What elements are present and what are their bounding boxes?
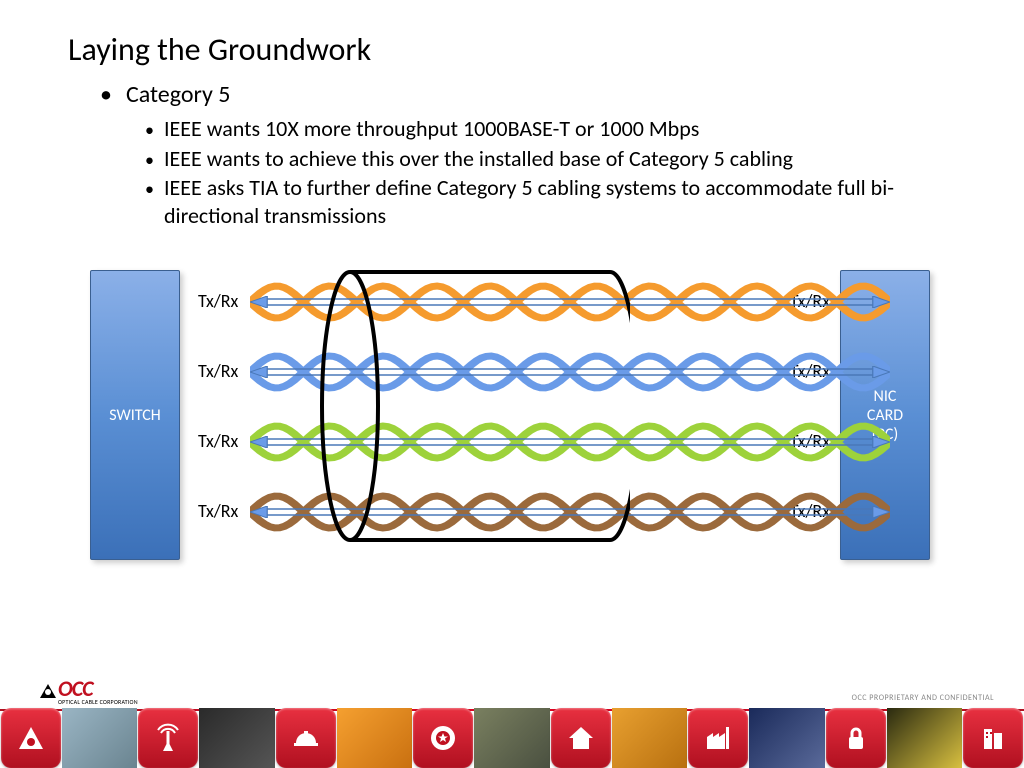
- wire-pair-1: Tx/RxTx/Rx: [190, 352, 830, 392]
- slide-footer: OCC OPTICAL CABLE CORPORATION OCC PROPRI…: [0, 673, 1024, 768]
- footer-photo-tile: [62, 708, 137, 768]
- bidirectional-arrow-icon: [250, 366, 890, 378]
- footer-photo-tile: [612, 708, 687, 768]
- slide-title: Laying the Groundwork: [68, 30, 371, 69]
- triangle-icon: [1, 708, 61, 768]
- cable-diagram: SWITCH NIC CARD (PC) Tx/RxTx/RxTx/RxTx/R…: [90, 270, 930, 560]
- antenna-icon: [138, 708, 198, 768]
- footer-photo-tile: [474, 708, 549, 768]
- hardhat-icon: [276, 708, 336, 768]
- bidirectional-arrow-icon: [250, 506, 890, 518]
- footer-photo-tile: [887, 708, 962, 768]
- wire-pair-0: Tx/RxTx/Rx: [190, 282, 830, 322]
- bullet-l1-text: Category 5: [126, 80, 231, 109]
- occ-logo: OCC OPTICAL CABLE CORPORATION: [40, 675, 138, 706]
- switch-box: SWITCH: [90, 270, 180, 560]
- txrx-label-left: Tx/Rx: [198, 360, 238, 382]
- txrx-label-left: Tx/Rx: [198, 430, 238, 452]
- factory-icon: [688, 708, 748, 768]
- switch-label: SWITCH: [109, 406, 160, 425]
- house-icon: [551, 708, 611, 768]
- bullet-l2-text: IEEE wants to achieve this over the inst…: [164, 145, 793, 173]
- footer-photo-tile: [199, 708, 274, 768]
- confidential-text: OCC PROPRIETARY AND CONFIDENTIAL: [852, 693, 994, 703]
- txrx-label-left: Tx/Rx: [198, 500, 238, 522]
- wire-pair-2: Tx/RxTx/Rx: [190, 422, 830, 462]
- footer-photo-tile: [749, 708, 824, 768]
- bidirectional-arrow-icon: [250, 436, 890, 448]
- bullet-l2-text: IEEE asks TIA to further define Category…: [164, 174, 945, 229]
- bullet-l2-text: IEEE wants 10X more throughput 1000BASE-…: [164, 115, 699, 143]
- bullet-level1: Category 5: [100, 80, 230, 109]
- bullet-level2-list: IEEE wants 10X more throughput 1000BASE-…: [145, 115, 945, 231]
- bidirectional-arrow-icon: [250, 296, 890, 308]
- building-icon: [963, 708, 1023, 768]
- txrx-label-left: Tx/Rx: [198, 290, 238, 312]
- footer-photo-tile: [337, 708, 412, 768]
- lock-icon: [826, 708, 886, 768]
- wire-pairs: Tx/RxTx/RxTx/RxTx/RxTx/RxTx/RxTx/RxTx/Rx: [190, 270, 830, 560]
- footer-icon-strip: [0, 708, 1024, 768]
- occ-logo-subtext: OPTICAL CABLE CORPORATION: [58, 698, 138, 706]
- roundel-icon: [413, 708, 473, 768]
- occ-triangle-icon: [40, 684, 56, 698]
- wire-pair-3: Tx/RxTx/Rx: [190, 492, 830, 532]
